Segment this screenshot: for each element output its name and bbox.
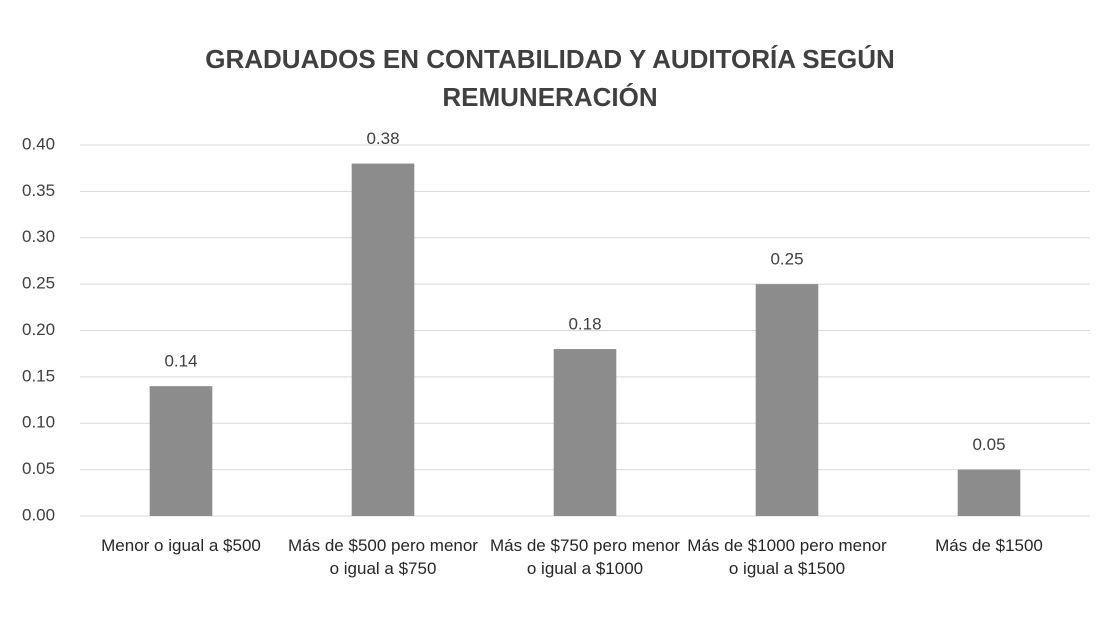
y-tick-label: 0.10 <box>22 413 55 432</box>
data-label: 0.18 <box>568 315 601 334</box>
x-tick-label: Menor o igual a $500 <box>101 536 261 555</box>
y-tick-label: 0.20 <box>22 320 55 339</box>
data-label: 0.25 <box>770 250 803 269</box>
data-label: 0.14 <box>164 352 197 371</box>
data-label: 0.38 <box>366 129 399 148</box>
bar <box>755 284 819 516</box>
chart-title: GRADUADOS EN CONTABILIDAD Y AUDITORÍA SE… <box>205 44 895 112</box>
y-tick-label: 0.25 <box>22 274 55 293</box>
x-tick-label: Más de $1000 pero menor o igual a $1500 <box>687 536 887 578</box>
bar <box>553 349 617 516</box>
x-tick-label: Más de $1500 <box>935 536 1043 555</box>
x-tick-label: Más de $750 pero menor o igual a $1000 <box>490 536 680 578</box>
bar <box>351 163 415 517</box>
bar <box>957 469 1021 516</box>
y-tick-label: 0.05 <box>22 459 55 478</box>
data-label: 0.05 <box>972 435 1005 454</box>
x-tick-label: Más de $500 pero menor o igual a $750 <box>288 536 478 578</box>
y-tick-label: 0.30 <box>22 227 55 246</box>
y-tick-label: 0.40 <box>22 134 55 153</box>
bar <box>149 386 213 516</box>
y-tick-label: 0.15 <box>22 366 55 385</box>
y-tick-label: 0.35 <box>22 181 55 200</box>
y-tick-label: 0.00 <box>22 505 55 524</box>
